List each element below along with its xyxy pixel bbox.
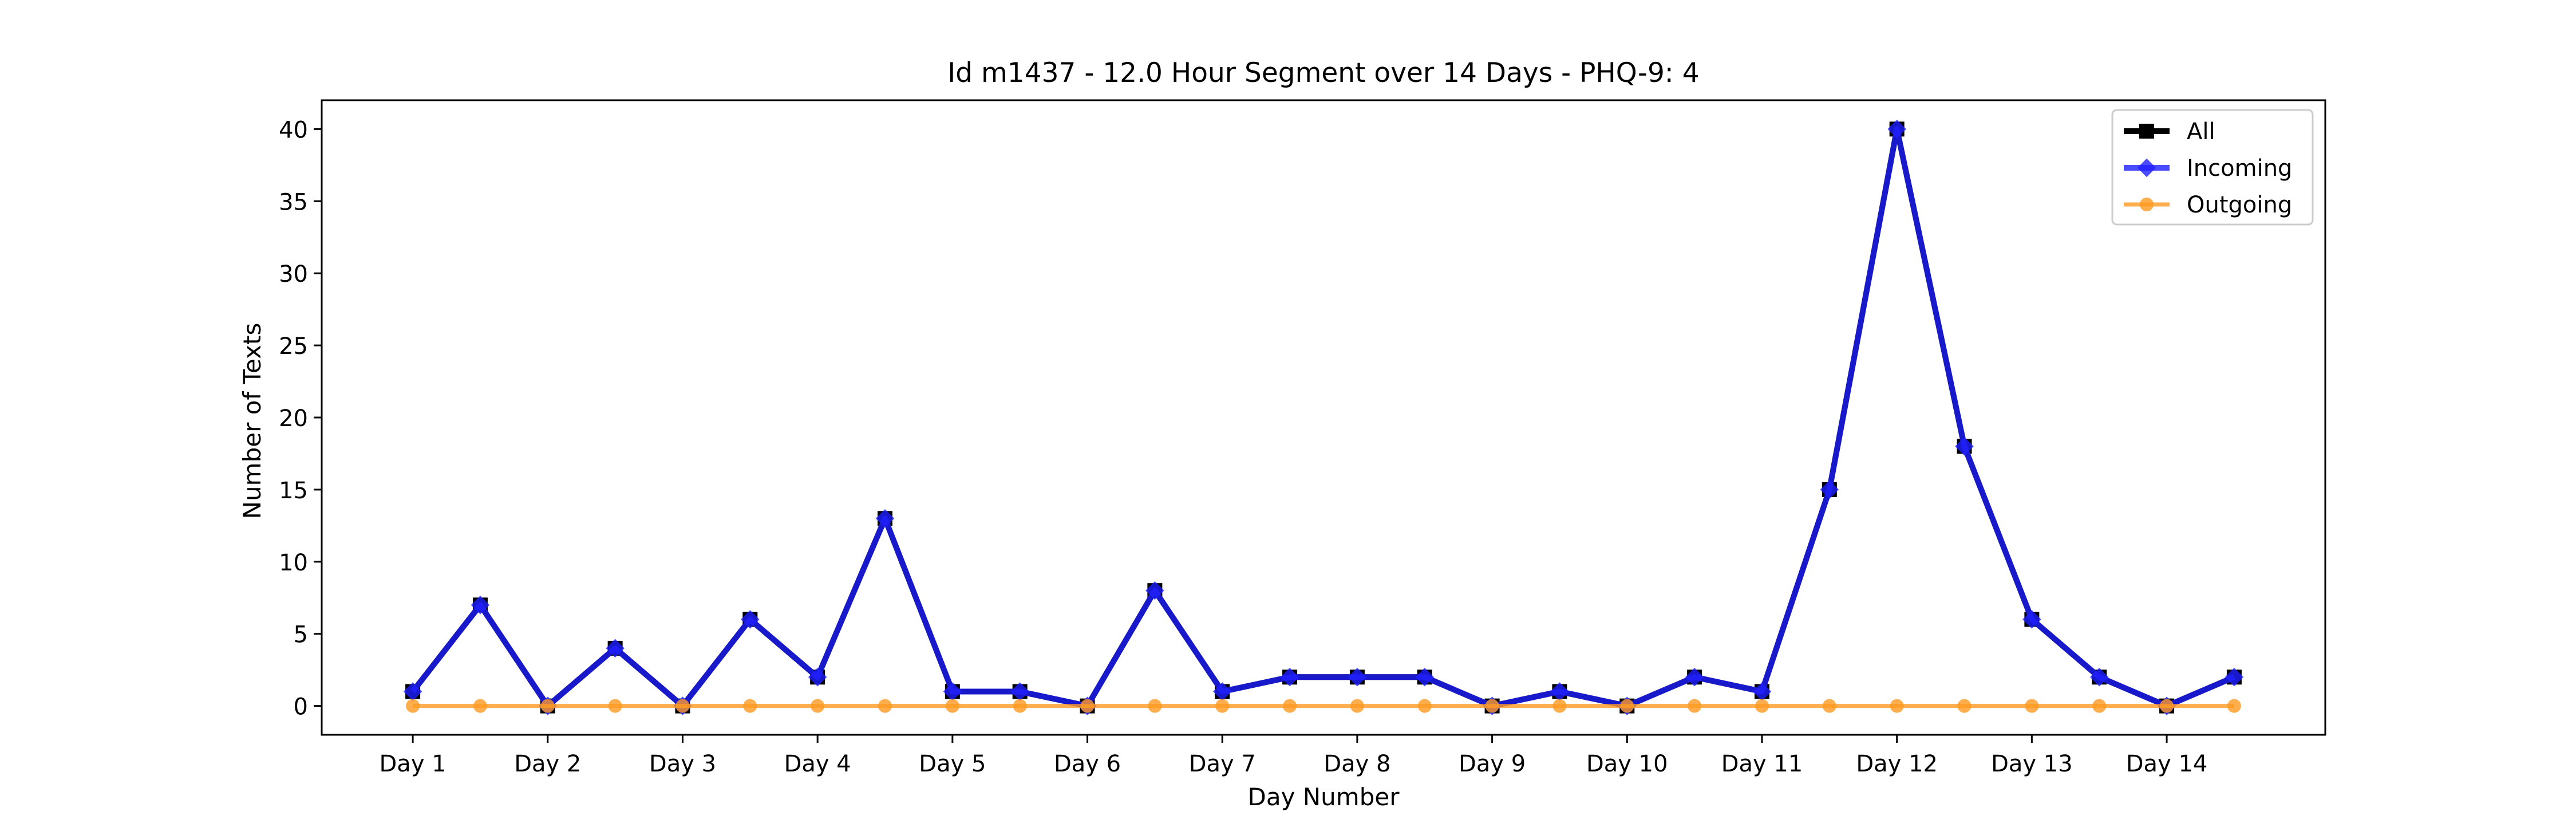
data-point-outgoing [1890,699,1904,713]
data-point-incoming [741,610,760,629]
y-tick-label: 15 [279,478,308,504]
y-tick-label: 30 [279,261,308,288]
legend-label-incoming: Incoming [2187,155,2292,182]
data-point-outgoing [1417,699,1432,713]
data-point-incoming [403,682,422,701]
x-tick-label: Day 6 [1054,751,1121,777]
plot-area-frame [321,99,2326,736]
data-point-outgoing [406,699,420,713]
data-point-incoming [1212,682,1232,701]
x-tick-label: Day 10 [1586,751,1668,777]
series-line-incoming [410,126,2235,709]
data-point-outgoing [811,699,825,713]
data-point-incoming [808,668,827,687]
data-point-outgoing [1283,699,1297,713]
data-point-outgoing [2160,699,2174,713]
data-point-incoming [1685,668,1704,687]
y-tick-label: 20 [279,405,308,432]
data-point-incoming [1820,480,1839,499]
data-point-outgoing [1822,699,1836,713]
y-tick-label: 25 [279,333,308,360]
x-tick-label: Day 3 [649,751,716,777]
legend-box [2111,109,2314,226]
data-point-incoming [471,596,490,615]
x-tick-label: Day 14 [2126,751,2208,777]
y-tick-label: 0 [294,694,308,720]
data-point-incoming [1550,682,1569,701]
data-point-outgoing [608,699,622,713]
x-tick-label: Day 13 [1991,751,2073,777]
data-point-incoming [943,682,962,701]
data-point-outgoing [1350,699,1364,713]
data-point-incoming [606,639,625,658]
x-tick-label: Day 7 [1189,751,1256,777]
series-outgoing [406,699,2241,713]
data-point-outgoing [473,699,487,713]
legend-marker-all [2139,124,2154,139]
x-tick-label: Day 1 [380,751,447,777]
data-point-incoming [875,509,895,528]
legend-marker-outgoing [2140,198,2154,211]
legend-marker-incoming [2137,158,2156,178]
data-point-incoming [2089,668,2109,687]
series-layer [403,120,2244,715]
data-point-outgoing [1755,699,1769,713]
data-point-outgoing [540,699,555,713]
legend: All Incoming Outgoing [2111,109,2314,226]
legend-label-outgoing: Outgoing [2187,192,2292,218]
data-point-outgoing [1957,699,1971,713]
axis-ticks: 0 5 10 15 20 25 30 35 40 Day 1 Day 2 Day 3 Day 4 Day … [279,117,2207,777]
data-point-incoming [1887,120,1906,139]
x-tick-label: Day 12 [1856,751,1938,777]
y-axis-label: Number of Texts [238,323,266,519]
x-tick-label: Day 9 [1459,751,1526,777]
data-point-incoming [1348,668,1367,687]
data-point-incoming [1415,668,1435,687]
x-tick-label: Day 11 [1721,751,1803,777]
data-point-outgoing [1080,699,1095,713]
y-tick-label: 5 [294,622,308,648]
data-point-incoming [1752,682,1772,701]
data-point-outgoing [878,699,892,713]
x-tick-label: Day 2 [514,751,581,777]
data-point-outgoing [1620,699,1634,713]
data-point-outgoing [2025,699,2039,713]
data-point-outgoing [945,699,959,713]
data-point-outgoing [675,699,690,713]
data-point-incoming [1955,437,1974,456]
y-tick-label: 10 [279,550,308,576]
data-point-incoming [1145,581,1164,600]
data-point-outgoing [1552,699,1567,713]
data-point-incoming [2022,610,2041,629]
data-point-outgoing [2227,699,2241,713]
data-point-outgoing [1013,699,1027,713]
data-point-outgoing [1215,699,1230,713]
data-point-outgoing [1688,699,1702,713]
x-axis-label: Day Number [1247,783,1400,811]
data-point-incoming [2225,668,2244,687]
chart-title: Id m1437 - 12.0 Hour Segment over 14 Day… [947,57,1699,89]
data-point-incoming [1010,682,1029,701]
x-tick-label: Day 4 [784,751,851,777]
data-point-outgoing [743,699,757,713]
data-point-outgoing [1148,699,1162,713]
y-tick-label: 40 [279,117,308,143]
data-point-outgoing [2092,699,2107,713]
legend-label-all: All [2187,119,2215,145]
data-point-outgoing [1485,699,1499,713]
y-tick-label: 35 [279,189,308,215]
x-tick-label: Day 8 [1323,751,1390,777]
data-point-incoming [1280,668,1299,687]
x-tick-label: Day 5 [919,751,986,777]
